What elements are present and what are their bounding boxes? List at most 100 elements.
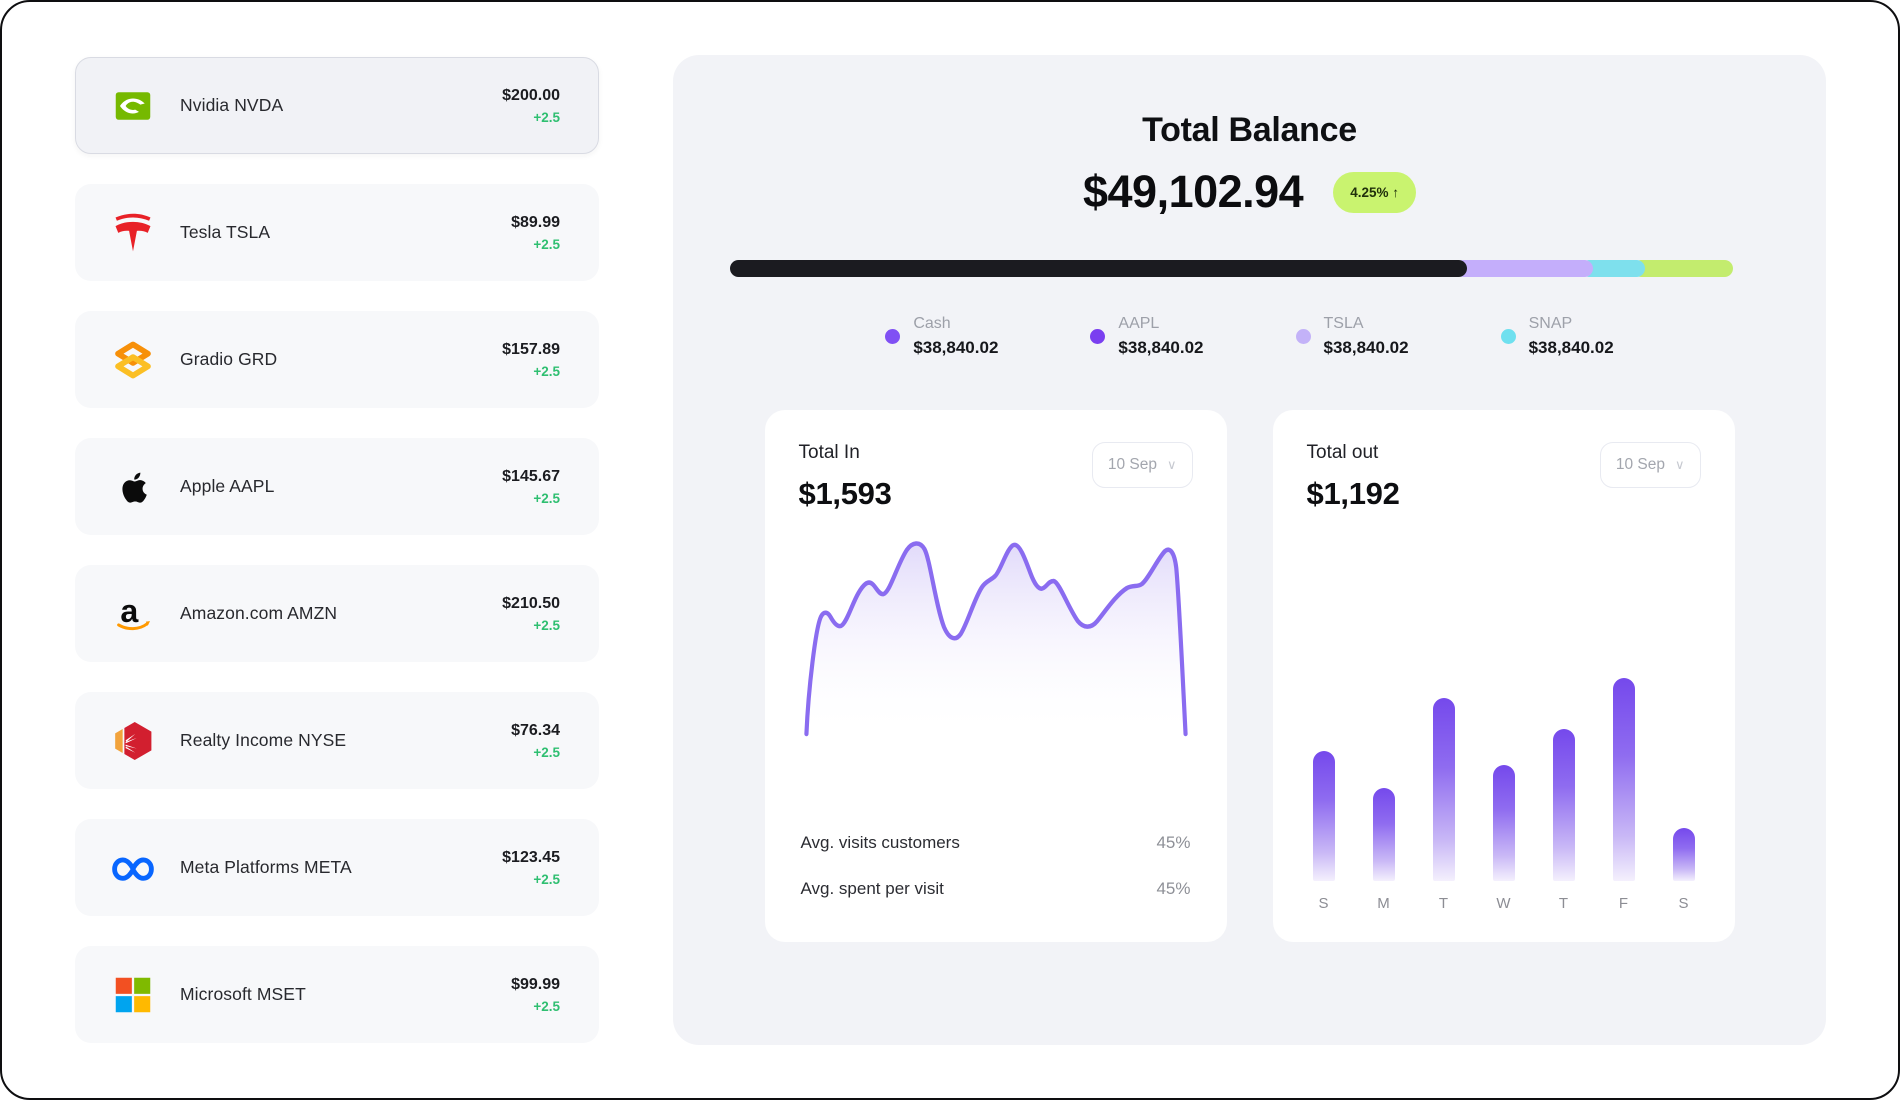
legend-dot	[1090, 329, 1106, 344]
total-out-card: Total out $1,192 10 Sep ∨ S M T W T F S	[1272, 410, 1735, 942]
stocks-sidebar: Nvidia NVDA $200.00 +2.5 Tesla TSLA $89.99 +2…	[75, 57, 599, 1073]
allocation-bar	[729, 260, 1770, 277]
legend-item-aapl: AAPL $38,840.02	[1090, 315, 1204, 358]
stock-price: $89.99	[511, 213, 560, 231]
total-out-title: Total out	[1306, 442, 1379, 463]
legend-value: $38,840.02	[1528, 338, 1614, 357]
area-line	[803, 541, 1188, 737]
stock-change: +2.5	[533, 236, 560, 252]
stock-change: +2.5	[533, 744, 560, 760]
stock-name: Amazon.com AMZN	[180, 603, 338, 623]
stock-price: $145.67	[502, 467, 560, 485]
balance-change-badge: 4.25% ↑	[1333, 171, 1416, 213]
bar	[1552, 729, 1575, 881]
stock-name: Gradio GRD	[180, 349, 278, 369]
bar	[1432, 698, 1455, 881]
stock-change: +2.5	[533, 363, 560, 379]
total-in-header: Total In $1,593 10 Sep ∨	[799, 442, 1193, 512]
bar-column: M	[1372, 788, 1395, 912]
stock-change: +2.5	[533, 617, 560, 633]
stock-item[interactable]: Apple AAPL $145.67 +2.5	[75, 438, 599, 535]
stat-label: Avg. spent per visit	[800, 879, 944, 898]
legend-dot	[1295, 329, 1311, 344]
stock-item[interactable]: Realty Income NYSE $76.34 +2.5	[75, 692, 599, 789]
amazon-logo: a	[110, 591, 156, 637]
legend-value: $38,840.02	[1118, 338, 1204, 357]
bar	[1612, 678, 1635, 881]
tesla-logo	[110, 210, 156, 256]
realty-income-logo	[110, 718, 156, 764]
bar	[1372, 788, 1395, 881]
stock-item[interactable]: Meta Platforms META $123.45 +2.5	[75, 819, 599, 916]
bar	[1672, 828, 1695, 881]
gradio-logo	[110, 337, 156, 383]
microsoft-logo	[110, 972, 156, 1018]
total-out-period-dropdown[interactable]: 10 Sep ∨	[1599, 442, 1701, 488]
stock-name: Realty Income NYSE	[180, 730, 347, 750]
balance-row: $49,102.94 4.25% ↑	[673, 166, 1826, 218]
allocation-segment-black-segment	[729, 260, 1467, 277]
bar-column: F	[1612, 678, 1635, 912]
legend-item-tsla: TSLA $38,840.02	[1295, 315, 1409, 358]
stock-item[interactable]: Microsoft MSET $99.99 +2.5	[75, 946, 599, 1043]
legend-item-snap: SNAP $38,840.02	[1500, 315, 1614, 358]
bar	[1312, 751, 1335, 881]
bar-column: T	[1552, 729, 1575, 912]
legend-dot	[885, 329, 901, 344]
legend-label: Cash	[913, 315, 951, 332]
bar-day-label: T	[1438, 895, 1449, 912]
bar-day-label: S	[1678, 895, 1689, 912]
bar-column: W	[1492, 765, 1515, 912]
page-title: Total Balance	[1142, 111, 1357, 149]
stock-name: Microsoft MSET	[180, 984, 306, 1004]
stock-item[interactable]: a Amazon.com AMZN $210.50 +2.5	[75, 565, 599, 662]
stock-change: +2.5	[533, 109, 560, 125]
total-out-period-label: 10 Sep	[1615, 456, 1665, 473]
nvidia-logo	[110, 83, 156, 129]
stock-name: Tesla TSLA	[180, 222, 271, 242]
meta-logo	[110, 845, 156, 891]
stock-item[interactable]: Gradio GRD $157.89 +2.5	[75, 311, 599, 408]
stock-quote: $210.50 +2.5	[502, 595, 560, 633]
stock-change: +2.5	[533, 871, 560, 887]
total-in-card: Total In $1,593 10 Sep ∨ Avg.	[764, 410, 1227, 942]
legend-label: TSLA	[1323, 315, 1364, 332]
stock-quote: $99.99 +2.5	[511, 976, 560, 1014]
legend-item-cash: Cash $38,840.02	[885, 315, 998, 358]
allocation-legend: Cash $38,840.02 AAPL $38,840.02 TSLA $38,840.…	[673, 315, 1826, 358]
stat-label: Avg. visits customers	[800, 833, 960, 852]
stock-list: Nvidia NVDA $200.00 +2.5 Tesla TSLA $89.99 +2…	[75, 57, 599, 1043]
stock-item[interactable]: Nvidia NVDA $200.00 +2.5	[75, 57, 599, 154]
legend-value: $38,840.02	[913, 338, 999, 357]
stock-quote: $123.45 +2.5	[502, 849, 560, 887]
allocation-segment-light-purple-segment	[1454, 260, 1594, 277]
legend-value: $38,840.02	[1323, 338, 1409, 357]
apple-logo	[110, 464, 156, 510]
bar-column: T	[1432, 698, 1455, 912]
stock-name: Apple AAPL	[180, 476, 275, 496]
stock-price: $76.34	[511, 721, 560, 739]
stock-price: $200.00	[502, 86, 560, 104]
allocation-segment-cyan-segment	[1581, 260, 1645, 277]
stock-name: Nvidia NVDA	[180, 95, 284, 115]
chevron-down-icon: ∨	[1166, 457, 1177, 472]
bar-day-label: S	[1318, 895, 1329, 912]
total-in-stats: Avg. visits customers 45% Avg. spent per v…	[799, 820, 1193, 912]
legend-label: AAPL	[1118, 315, 1160, 332]
bar-day-label: M	[1377, 895, 1390, 912]
total-in-title: Total In	[798, 442, 860, 463]
total-in-period-dropdown[interactable]: 10 Sep ∨	[1091, 442, 1193, 488]
bar-column: S	[1312, 751, 1335, 912]
stat-value: 45%	[1156, 879, 1191, 898]
stock-price: $99.99	[511, 975, 560, 993]
portfolio-panel: Total Balance $49,102.94 4.25% ↑ Cash $38…	[673, 55, 1826, 1045]
bar-column: S	[1672, 828, 1695, 912]
area-fill	[805, 543, 1186, 738]
bar-day-label: T	[1558, 895, 1569, 912]
allocation-segment-lime-segment	[1632, 260, 1734, 277]
total-out-header: Total out $1,192 10 Sep ∨	[1307, 442, 1701, 512]
stock-quote: $157.89 +2.5	[502, 341, 560, 379]
cards-row: Total In $1,593 10 Sep ∨ Avg.	[673, 410, 1826, 942]
stock-item[interactable]: Tesla TSLA $89.99 +2.5	[75, 184, 599, 281]
